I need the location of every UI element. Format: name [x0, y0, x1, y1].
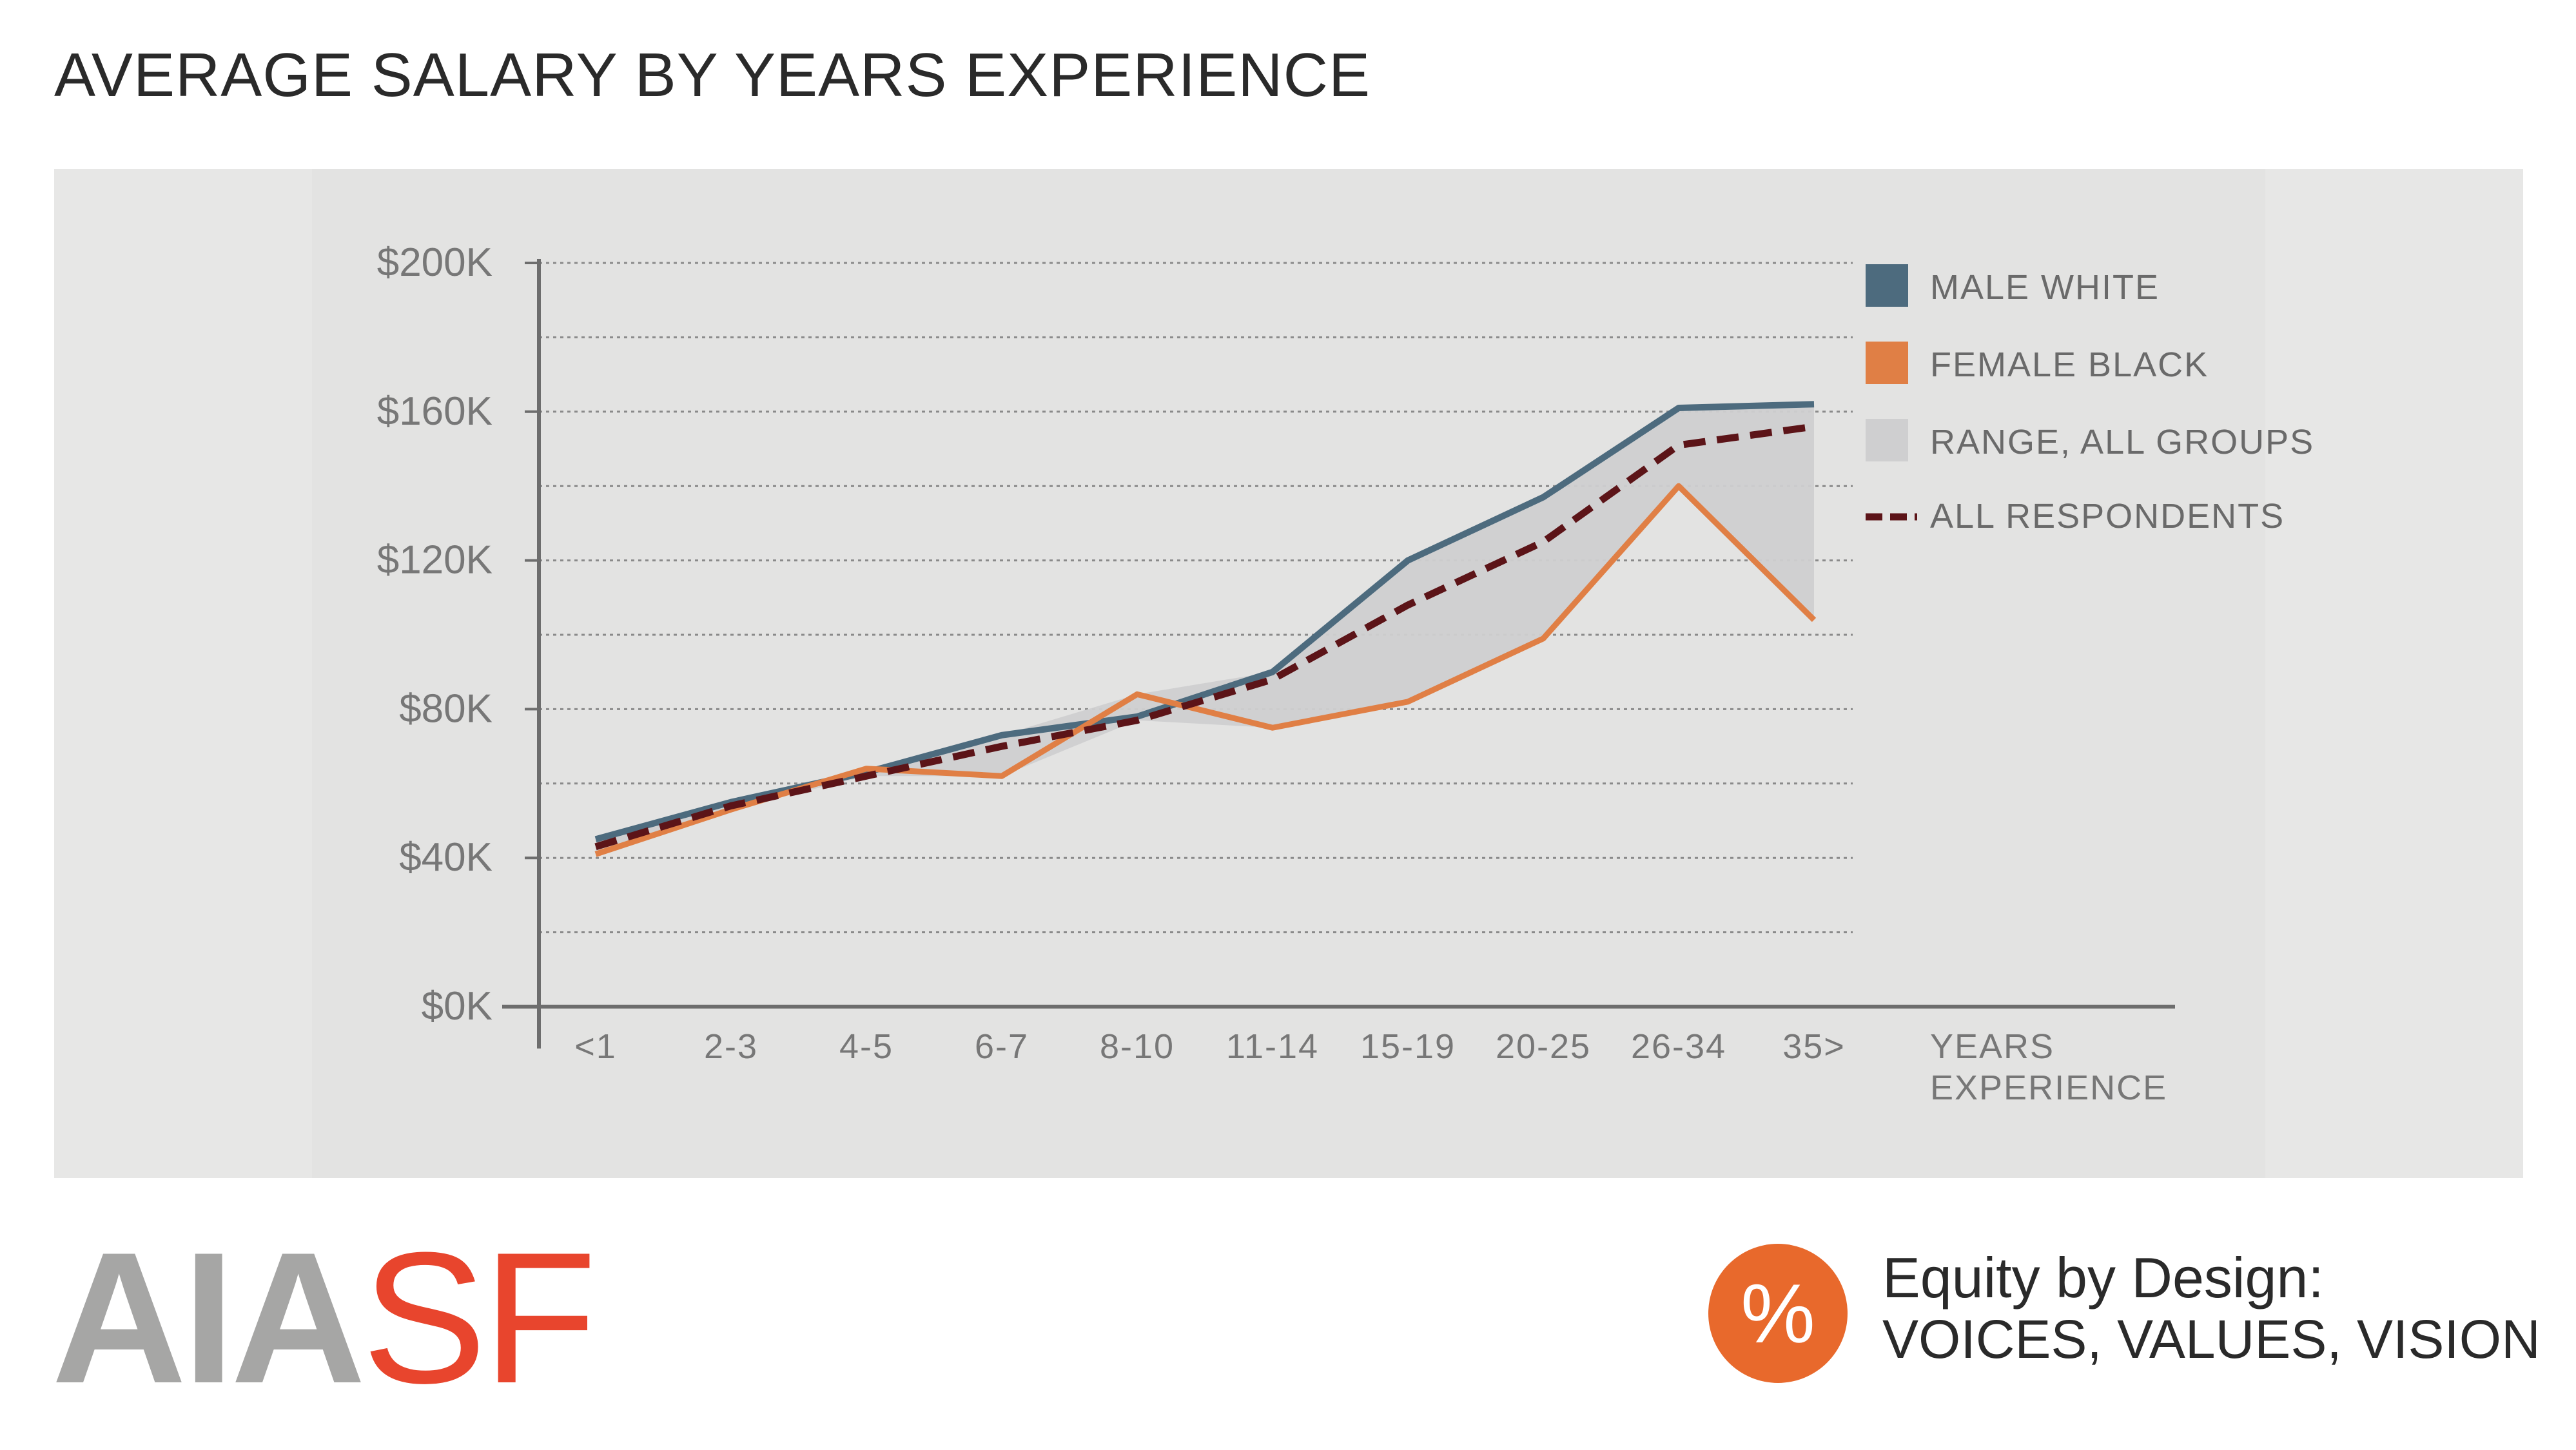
x-tick-label: 2-3	[704, 1027, 758, 1066]
range-band-area	[596, 404, 1814, 855]
x-axis-title: EXPERIENCE	[1930, 1068, 2167, 1107]
x-tick-label: 6-7	[975, 1027, 1029, 1066]
y-tick-label: $0K	[422, 984, 493, 1029]
x-tick-label: 8-10	[1100, 1027, 1175, 1066]
series-line-all-respondents	[594, 423, 1815, 851]
chart-panel: $0K $40K $80K $120K $160K $200K <1 2-3 4-5 6-7 8-1…	[54, 169, 2523, 1178]
equity-heading: Equity by Design:	[1882, 1246, 2324, 1310]
x-axis-title: YEARS	[1930, 1027, 2054, 1066]
equity-by-design: Equity by Design: VOICES, VALUES, VISION	[1882, 1246, 2541, 1369]
y-tick-label: $160K	[377, 389, 493, 434]
legend-swatch-female-black	[1866, 342, 1908, 384]
aiasf-logo: AIASF	[52, 1224, 597, 1411]
logo-aia: AIA	[52, 1213, 366, 1422]
y-tick-label: $40K	[399, 835, 493, 880]
legend-label: MALE WHITE	[1930, 268, 2160, 307]
y-tick-label: $80K	[399, 686, 493, 731]
legend-swatch-male-white	[1866, 264, 1908, 307]
salary-line-chart: $0K $40K $80K $120K $160K $200K <1 2-3 4-5 6-7 8-1…	[377, 240, 2314, 1107]
legend-label: ALL RESPONDENTS	[1930, 497, 2285, 536]
legend-label: RANGE, ALL GROUPS	[1930, 423, 2314, 461]
x-tick-label: 11-14	[1226, 1027, 1319, 1066]
percent-badge-icon: %	[1708, 1244, 1848, 1383]
x-tick-label: 15-19	[1360, 1027, 1456, 1066]
y-tick-label: $120K	[377, 538, 493, 583]
y-tick-label: $200K	[377, 240, 493, 285]
x-tick-label: <1	[574, 1027, 617, 1066]
x-tick-label: 20-25	[1496, 1027, 1591, 1066]
x-tick-label: 26-34	[1631, 1027, 1726, 1066]
legend-swatch-range	[1866, 419, 1908, 461]
x-tick-label: 35>	[1782, 1027, 1846, 1066]
logo-sf: SF	[362, 1213, 597, 1422]
legend-label: FEMALE BLACK	[1930, 345, 2209, 384]
x-tick-label: 4-5	[839, 1027, 893, 1066]
equity-subheading: VOICES, VALUES, VISION	[1882, 1308, 2541, 1369]
chart-title: AVERAGE SALARY BY YEARS EXPERIENCE	[54, 41, 1371, 110]
